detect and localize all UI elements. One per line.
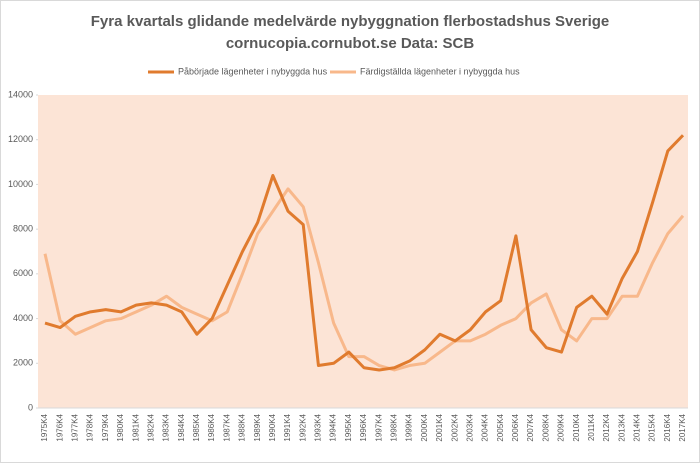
x-tick-label: 2006K4 bbox=[511, 413, 520, 441]
x-tick-label: 2011K4 bbox=[587, 413, 596, 441]
x-tick-label: 1983K4 bbox=[162, 413, 171, 441]
x-tick-label: 2013K4 bbox=[617, 413, 626, 441]
x-tick-label: 1981K4 bbox=[131, 413, 140, 441]
x-tick-label: 2004K4 bbox=[481, 413, 490, 441]
x-tick-label: 1986K4 bbox=[207, 413, 216, 441]
x-tick-label: 2003K4 bbox=[465, 413, 474, 441]
x-tick-label: 1990K4 bbox=[268, 413, 277, 441]
y-tick-label: 10000 bbox=[8, 179, 33, 189]
x-tick-label: 2008K4 bbox=[541, 413, 550, 441]
x-tick-label: 1984K4 bbox=[177, 413, 186, 441]
x-tick-label: 2016K4 bbox=[663, 413, 672, 441]
y-tick-label: 2000 bbox=[13, 358, 33, 368]
x-tick-label: 1976K4 bbox=[55, 413, 64, 441]
x-tick-label: 1992K4 bbox=[298, 413, 307, 441]
x-tick-label: 1987K4 bbox=[222, 413, 231, 441]
y-tick-label: 0 bbox=[28, 402, 33, 412]
x-tick-label: 1998K4 bbox=[389, 413, 398, 441]
x-tick-label: 2012K4 bbox=[602, 413, 611, 441]
x-tick-label: 1994K4 bbox=[329, 413, 338, 441]
y-tick-label: 4000 bbox=[13, 313, 33, 323]
chart-subtitle: cornucopia.cornubot.se Data: SCB bbox=[226, 35, 475, 52]
x-tick-label: 2007K4 bbox=[526, 413, 535, 441]
x-tick-label: 1975K4 bbox=[40, 413, 49, 441]
x-tick-label: 1985K4 bbox=[192, 413, 201, 441]
x-tick-label: 1991K4 bbox=[283, 413, 292, 441]
x-tick-label: 2002K4 bbox=[450, 413, 459, 441]
x-tick-label: 2017K4 bbox=[678, 413, 687, 441]
x-tick-label: 1979K4 bbox=[101, 413, 110, 441]
x-tick-label: 1980K4 bbox=[116, 413, 125, 441]
x-tick-label: 2000K4 bbox=[420, 413, 429, 441]
series-line bbox=[44, 134, 685, 372]
y-tick-label: 14000 bbox=[8, 89, 33, 99]
y-tick-label: 6000 bbox=[13, 268, 33, 278]
x-tick-label: 1982K4 bbox=[146, 413, 155, 441]
legend-label: Påbörjade lägenheter i nybyggda hus bbox=[178, 66, 328, 76]
plot-area bbox=[38, 95, 688, 408]
x-tick-label: 2014K4 bbox=[633, 413, 642, 441]
x-tick-label: 2001K4 bbox=[435, 413, 444, 441]
x-tick-label: 1995K4 bbox=[344, 413, 353, 441]
x-tick-label: 1988K4 bbox=[238, 413, 247, 441]
series-line bbox=[43, 187, 685, 372]
x-tick-label: 1978K4 bbox=[86, 413, 95, 441]
x-tick-label: 2010K4 bbox=[572, 413, 581, 441]
x-tick-label: 2015K4 bbox=[648, 413, 657, 441]
y-tick-label: 8000 bbox=[13, 224, 33, 234]
x-tick-label: 2005K4 bbox=[496, 413, 505, 441]
legend-label: Färdigställda lägenheter i nybyggda hus bbox=[360, 66, 520, 76]
chart-title: Fyra kvartals glidande medelvärde nybygg… bbox=[91, 13, 610, 30]
x-tick-label: 1977K4 bbox=[70, 413, 79, 441]
x-tick-label: 1996K4 bbox=[359, 413, 368, 441]
x-tick-label: 1989K4 bbox=[253, 413, 262, 441]
x-tick-label: 1999K4 bbox=[405, 413, 414, 441]
x-tick-label: 1993K4 bbox=[314, 413, 323, 441]
x-tick-label: 2009K4 bbox=[557, 413, 566, 441]
y-tick-label: 12000 bbox=[8, 134, 33, 144]
x-tick-label: 1997K4 bbox=[374, 413, 383, 441]
